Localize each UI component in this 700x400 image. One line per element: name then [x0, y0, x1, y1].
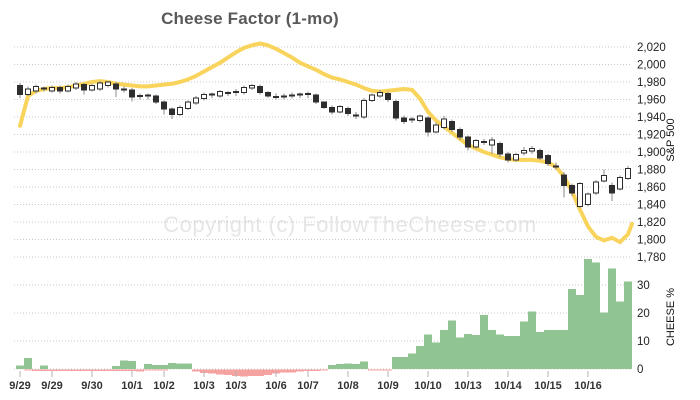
cheese-line-series — [18, 41, 634, 245]
price-axis-labels: 1,780 1,800 1,820 1,840 1,860 1,880 1,900 1,920… — [637, 42, 666, 264]
svg-text:10/13: 10/13 — [454, 380, 482, 392]
svg-text:10: 10 — [637, 336, 650, 348]
svg-text:10/3: 10/3 — [193, 380, 214, 392]
svg-text:1,940: 1,940 — [637, 112, 666, 124]
svg-text:2,000: 2,000 — [637, 60, 666, 72]
svg-text:1,920: 1,920 — [637, 130, 666, 142]
cheese-bar-series — [16, 259, 632, 377]
svg-text:10/3: 10/3 — [225, 380, 246, 392]
cheese-axis-labels: 0 10 20 30 — [637, 280, 650, 376]
svg-text:9/29: 9/29 — [9, 380, 30, 392]
svg-text:1,840: 1,840 — [637, 200, 666, 212]
svg-text:1,820: 1,820 — [637, 217, 666, 229]
svg-text:10/16: 10/16 — [574, 380, 602, 392]
svg-text:1,960: 1,960 — [637, 95, 666, 107]
svg-text:20: 20 — [637, 308, 650, 320]
svg-text:9/29: 9/29 — [41, 380, 62, 392]
svg-text:1,880: 1,880 — [637, 165, 666, 177]
svg-text:10/10: 10/10 — [414, 380, 442, 392]
gridlines — [14, 46, 632, 370]
svg-text:9/30: 9/30 — [81, 380, 102, 392]
svg-text:30: 30 — [637, 280, 650, 292]
chart-title: Cheese Factor (1-mo) — [161, 9, 339, 28]
svg-text:1,800: 1,800 — [637, 235, 666, 247]
svg-text:10/2: 10/2 — [153, 380, 174, 392]
svg-text:1,860: 1,860 — [637, 182, 666, 194]
svg-text:0: 0 — [637, 364, 643, 376]
svg-text:1,980: 1,980 — [637, 77, 666, 89]
x-axis-labels: 9/29 9/29 9/30 10/1 10/2 10/3 10/3 10/6 10/7 10/8… — [9, 371, 602, 392]
svg-text:10/7: 10/7 — [297, 380, 318, 392]
svg-text:10/15: 10/15 — [534, 380, 562, 392]
svg-text:1,900: 1,900 — [637, 147, 666, 159]
svg-text:10/9: 10/9 — [377, 380, 398, 392]
svg-text:10/6: 10/6 — [265, 380, 286, 392]
svg-text:2,020: 2,020 — [637, 42, 666, 54]
candlestick-series — [17, 81, 631, 208]
svg-text:10/14: 10/14 — [494, 380, 522, 392]
svg-text:10/8: 10/8 — [337, 380, 358, 392]
svg-text:1,780: 1,780 — [637, 252, 666, 264]
svg-text:10/1: 10/1 — [121, 380, 142, 392]
